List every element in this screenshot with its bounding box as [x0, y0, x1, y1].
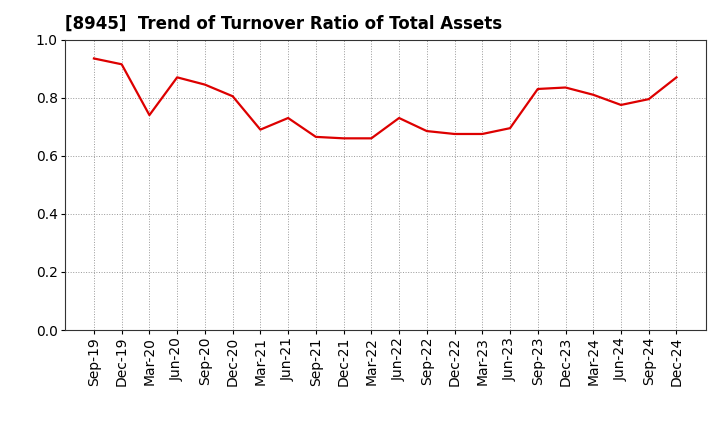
Text: [8945]  Trend of Turnover Ratio of Total Assets: [8945] Trend of Turnover Ratio of Total … [65, 15, 502, 33]
